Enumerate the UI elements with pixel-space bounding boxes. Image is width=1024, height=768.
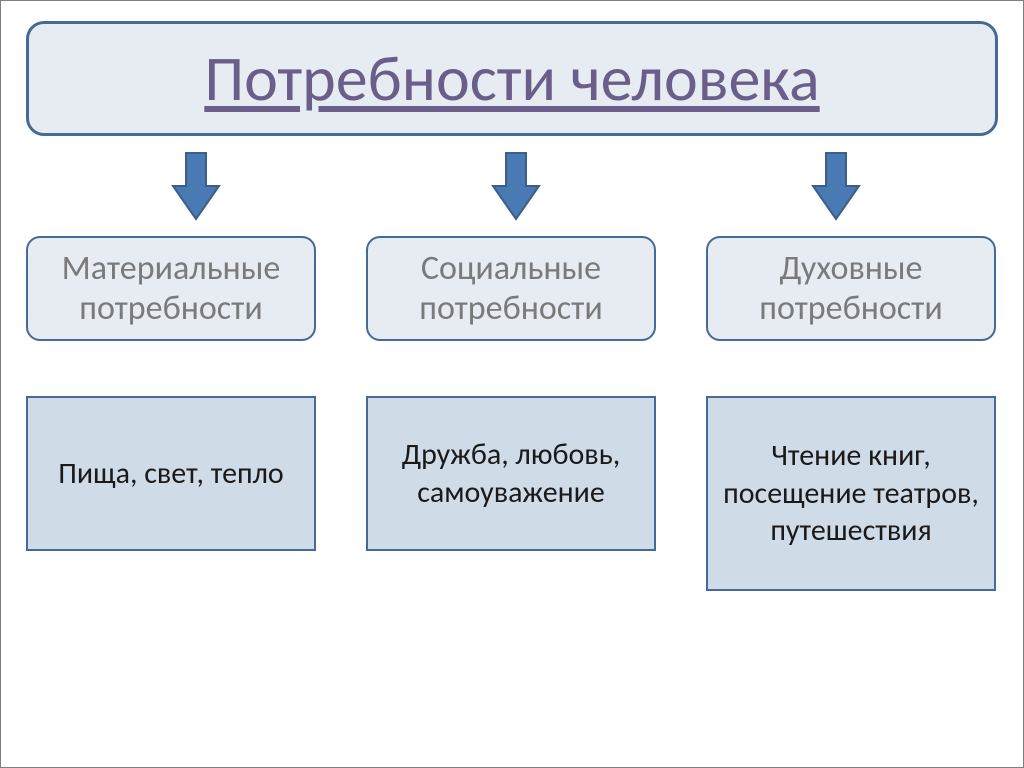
category-box-spiritual: Духовные потребности — [706, 236, 996, 341]
example-box-social: Дружба, любовь, самоуважение — [366, 396, 656, 551]
arrow-icon — [811, 151, 861, 221]
category-box-material: Материальные потребности — [26, 236, 316, 341]
arrow-icon — [491, 151, 541, 221]
category-label: Социальные потребности — [376, 249, 646, 327]
title-text: Потребности человека — [204, 40, 819, 118]
example-box-material: Пища, свет, тепло — [26, 396, 316, 551]
category-label: Материальные потребности — [36, 249, 306, 327]
title-box: Потребности человека — [26, 21, 998, 136]
example-label: Чтение книг, посещение театров, путешест… — [720, 437, 982, 550]
category-label: Духовные потребности — [716, 249, 986, 327]
example-label: Пища, свет, тепло — [58, 455, 284, 493]
category-box-social: Социальные потребности — [366, 236, 656, 341]
example-label: Дружба, любовь, самоуважение — [380, 436, 642, 511]
example-box-spiritual: Чтение книг, посещение театров, путешест… — [706, 396, 996, 591]
arrow-icon — [171, 151, 221, 221]
